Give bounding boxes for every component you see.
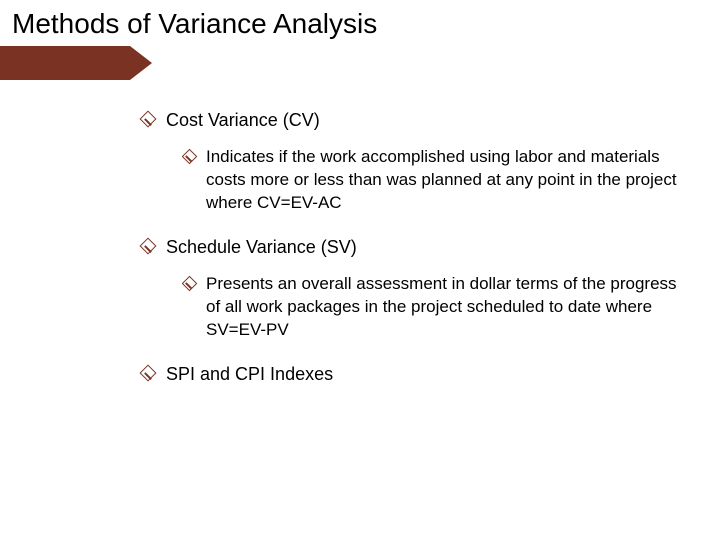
accent-arrow: [130, 46, 152, 80]
bullet-indexes: SPI and CPI Indexes: [136, 362, 680, 386]
section-cv: Cost Variance (CV) Indicates if the work…: [136, 108, 680, 215]
slide-title: Methods of Variance Analysis: [0, 0, 720, 40]
section-sv: Schedule Variance (SV) Presents an overa…: [136, 235, 680, 342]
section-indexes: SPI and CPI Indexes: [136, 362, 680, 386]
bullet-cv-desc: Indicates if the work accomplished using…: [178, 146, 680, 215]
accent-bar: [0, 46, 130, 80]
content-area: Cost Variance (CV) Indicates if the work…: [136, 108, 680, 401]
bullet-sv-desc: Presents an overall assessment in dollar…: [178, 273, 680, 342]
bullet-cv-title: Cost Variance (CV): [136, 108, 680, 132]
bullet-sv-title: Schedule Variance (SV): [136, 235, 680, 259]
